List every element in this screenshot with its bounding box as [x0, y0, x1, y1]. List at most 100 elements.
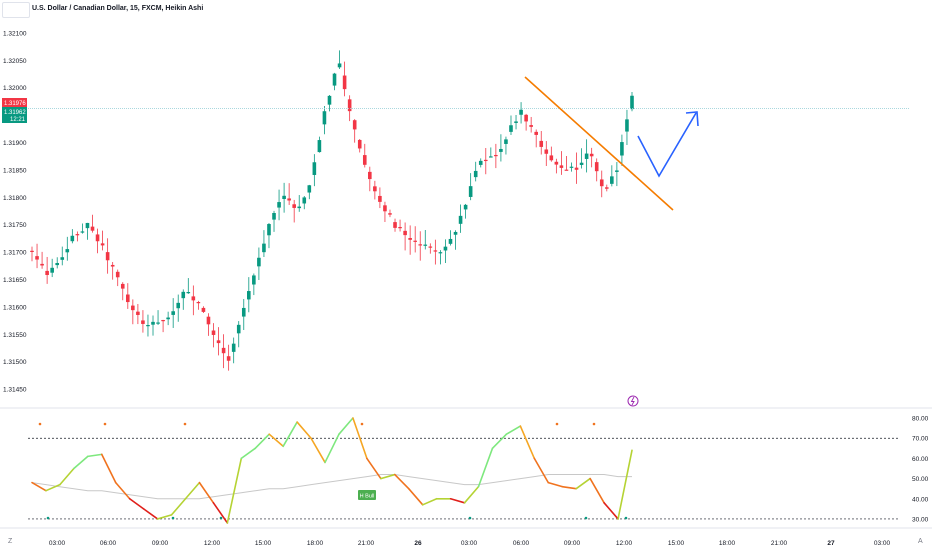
- candle-body: [514, 121, 518, 123]
- candle-body: [236, 324, 241, 334]
- event-marker-icon: [627, 395, 639, 407]
- candle-body: [115, 271, 120, 278]
- time-tick-label: 12:00: [204, 540, 221, 547]
- signal-dot: [46, 516, 50, 520]
- oscillator-line-segment: [603, 501, 619, 520]
- candle-body: [90, 226, 95, 231]
- oscillator-line-segment: [463, 485, 480, 504]
- price-tick-label: 1.31750: [3, 222, 27, 229]
- candle-body: [393, 222, 397, 228]
- oscillator-line-segment: [114, 481, 131, 500]
- candle-body: [70, 235, 75, 242]
- candle-body: [357, 139, 362, 149]
- candle-body: [307, 185, 312, 193]
- signal-dot: [468, 516, 472, 520]
- oscillator-line-segment: [547, 481, 564, 488]
- candle-body: [35, 256, 39, 260]
- price-tick-label: 1.31600: [3, 304, 27, 311]
- candle-body: [478, 160, 483, 165]
- candle-body: [463, 204, 468, 210]
- oscillator-tick-label: 30.00: [912, 516, 929, 523]
- candle-body: [40, 263, 44, 266]
- candle-body: [423, 244, 428, 246]
- oscillator-line-segment: [352, 417, 368, 460]
- time-tick-label: 12:00: [616, 540, 633, 547]
- time-tick-label: 03:00: [49, 540, 66, 547]
- price-tick-label: 1.31800: [3, 195, 27, 202]
- signal-dot: [103, 422, 107, 426]
- candle-body: [50, 267, 54, 273]
- candle-body: [241, 307, 246, 317]
- candle-body: [65, 249, 70, 253]
- last-price-tag: [2, 107, 27, 123]
- oscillator-layer: H Bull: [28, 417, 898, 524]
- signal-dot: [360, 422, 364, 426]
- candle-body: [433, 250, 438, 252]
- candle-body: [594, 162, 599, 172]
- oscillator-line-segment: [128, 497, 145, 510]
- candle-body: [211, 330, 216, 335]
- candle-body: [418, 244, 423, 246]
- bid-price-tag: [2, 98, 27, 107]
- candles-layer: [30, 50, 634, 371]
- last-price-label: 1.31962: [4, 110, 26, 116]
- candle-body: [524, 114, 528, 122]
- oscillator-tick-label: 40.00: [912, 496, 929, 503]
- oscillator-line-segment: [533, 457, 550, 484]
- candle-body: [483, 159, 488, 162]
- oscillator-line-segment: [449, 497, 466, 504]
- candle-body: [604, 187, 609, 189]
- price-tick-label: 1.32000: [3, 85, 27, 92]
- time-tick-label: 26: [414, 540, 422, 547]
- candle-body: [221, 347, 226, 354]
- price-tick-label: 1.32100: [3, 30, 27, 37]
- candle-body: [201, 307, 206, 312]
- oscillator-tick-label: 80.00: [912, 416, 929, 423]
- time-tick-label: 15:00: [255, 540, 272, 547]
- candle-body: [327, 95, 332, 105]
- oscillator-line-segment: [142, 508, 159, 520]
- oscillator-line-segment: [491, 433, 508, 450]
- candle-body: [95, 234, 100, 242]
- oscillator-line-segment: [268, 433, 284, 448]
- price-tick-label: 1.32050: [3, 58, 27, 65]
- candle-body: [347, 99, 352, 112]
- candle-body: [368, 171, 372, 180]
- corner-left-label[interactable]: Z: [8, 538, 13, 545]
- candle-body: [504, 139, 508, 144]
- candle-body: [337, 63, 342, 68]
- candle-body: [181, 291, 186, 299]
- candle-body: [206, 316, 211, 325]
- oscillator-line-segment: [59, 467, 75, 486]
- candle-body: [156, 322, 160, 324]
- candle-body: [277, 202, 281, 208]
- oscillator-line-segment: [73, 455, 89, 470]
- price-tick-label: 1.31700: [3, 250, 27, 257]
- oscillator-line-segment: [254, 433, 271, 450]
- candle-body: [468, 186, 473, 197]
- candle-body: [30, 250, 34, 252]
- corner-right-label[interactable]: A: [918, 538, 923, 545]
- signal-dot: [592, 422, 596, 426]
- candle-body: [120, 283, 125, 289]
- candle-body: [110, 264, 115, 267]
- price-tick-label: 1.31850: [3, 167, 27, 174]
- time-tick-label: 03:00: [461, 540, 478, 547]
- oscillator-axis: 80.00 70.00 60.00 50.00 40.00 30.00: [912, 416, 929, 524]
- candle-body: [408, 238, 412, 240]
- projection-arrowhead: [685, 111, 699, 127]
- symbol-logo[interactable]: [2, 2, 30, 18]
- drawings-layer: [28, 76, 910, 407]
- candle-body: [60, 257, 65, 260]
- candle-body: [559, 165, 564, 168]
- candle-body: [579, 162, 584, 165]
- hbull-label: H Bull: [360, 494, 375, 500]
- candle-body: [262, 243, 266, 253]
- price-tick-label: 1.31900: [3, 140, 27, 147]
- candle-body: [146, 325, 150, 327]
- candle-body: [161, 319, 165, 322]
- candle-body: [75, 234, 80, 236]
- oscillator-tick-label: 50.00: [912, 476, 929, 483]
